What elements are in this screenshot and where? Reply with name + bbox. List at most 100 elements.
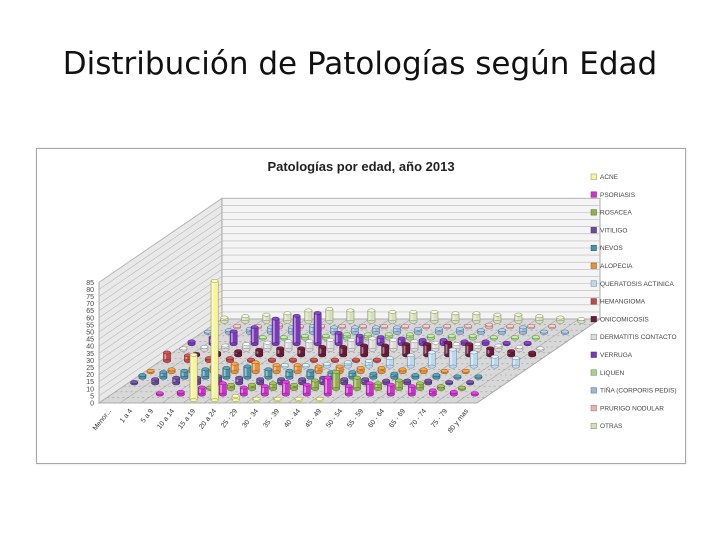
y-tick-label: 60	[86, 315, 94, 322]
legend-label: VITILIGO	[600, 227, 627, 234]
bar	[234, 349, 243, 358]
bar	[506, 324, 515, 330]
legend-swatch	[590, 227, 597, 234]
bar	[473, 342, 482, 352]
bar	[489, 335, 498, 341]
bar	[416, 381, 424, 391]
legend-item: ACNE	[590, 173, 619, 181]
bar	[428, 388, 437, 397]
bar	[346, 308, 355, 324]
legend-swatch	[590, 280, 597, 287]
bar	[289, 357, 297, 363]
side-wall-gridline	[98, 269, 223, 354]
bar	[187, 339, 196, 347]
bar	[556, 315, 565, 324]
legend-label: QUERATOSIS ACTINICA	[600, 281, 674, 288]
bar	[449, 389, 458, 397]
bar	[469, 350, 478, 369]
x-tick-label: 40 - 44	[283, 408, 302, 430]
legend-label: NEVOS	[600, 245, 623, 252]
bar	[204, 329, 212, 335]
bar	[130, 380, 139, 386]
legend-swatch	[590, 191, 597, 198]
bar	[398, 367, 407, 375]
y-tick-label: 20	[86, 372, 94, 379]
bar	[374, 381, 382, 391]
bars	[130, 279, 586, 403]
bar	[515, 345, 524, 352]
bar	[222, 366, 231, 380]
bar	[264, 367, 273, 380]
bar	[281, 379, 290, 397]
bar	[233, 324, 242, 330]
side-wall-gridline	[98, 240, 223, 326]
bar	[343, 360, 352, 369]
bar	[352, 357, 360, 363]
bar	[360, 343, 369, 358]
bar	[405, 332, 414, 341]
floor-gridline	[476, 318, 601, 404]
legend-label: PSORIASIS	[600, 192, 636, 199]
legend-item: PRURIGO NODULAR	[590, 405, 664, 412]
legend-label: OTRAS	[600, 423, 623, 430]
y-tick-label: 5	[90, 393, 94, 400]
bar	[284, 339, 293, 352]
legend-swatch	[590, 422, 597, 429]
side-wall-gridline	[98, 226, 223, 311]
y-tick-label: 15	[86, 379, 94, 386]
floor-gridline	[119, 318, 244, 404]
floor-gridline	[161, 318, 286, 404]
y-tick-label: 50	[86, 330, 94, 337]
bar	[347, 338, 356, 352]
bar	[356, 366, 365, 375]
bar	[502, 340, 511, 347]
bar	[373, 357, 381, 363]
x-tick-label: 25 - 29	[220, 408, 239, 430]
bar	[466, 380, 475, 386]
x-tick-label: 80 y mas	[447, 408, 470, 435]
y-tick-label: 10	[86, 386, 94, 393]
legend-item: OTRAS	[590, 422, 623, 430]
bar	[528, 350, 537, 358]
bar	[390, 371, 399, 380]
y-tick-label: 75	[86, 294, 94, 301]
bar	[176, 389, 185, 397]
y-tick-label: 40	[86, 344, 94, 351]
bar	[306, 368, 315, 380]
side-wall-gridline	[98, 311, 223, 397]
bar	[197, 385, 206, 397]
legend-swatch	[590, 298, 597, 305]
bar	[323, 375, 332, 397]
bar	[221, 343, 230, 352]
bar	[242, 342, 251, 352]
legend-label: LIQUEN	[600, 370, 625, 377]
bar	[285, 368, 294, 380]
legend-swatch	[590, 405, 597, 412]
side-wall-gridline	[98, 212, 223, 297]
legend-label: ONICOMICOSIS	[600, 316, 649, 323]
x-tick-label: 5 a 9	[140, 408, 155, 425]
bar	[292, 313, 301, 347]
y-tick-label: 35	[86, 351, 94, 358]
bar	[386, 382, 395, 397]
bar	[251, 360, 260, 375]
bar	[401, 324, 410, 330]
bar	[424, 378, 433, 386]
bar	[481, 339, 490, 347]
bar	[477, 328, 485, 335]
y-tick-label: 0	[90, 401, 94, 408]
legend-swatch	[590, 387, 597, 394]
bar	[294, 396, 303, 403]
legend-label: PRURIGO NODULAR	[600, 405, 664, 412]
bar	[359, 324, 368, 330]
side-wall-gridline	[98, 304, 223, 390]
bar	[367, 308, 376, 324]
legend-item: PSORIASIS	[590, 191, 636, 199]
side-wall-gridline	[98, 205, 223, 290]
bar	[260, 384, 269, 397]
bar	[172, 375, 181, 386]
bar	[490, 354, 499, 369]
bar	[230, 361, 239, 375]
bar	[220, 315, 229, 324]
